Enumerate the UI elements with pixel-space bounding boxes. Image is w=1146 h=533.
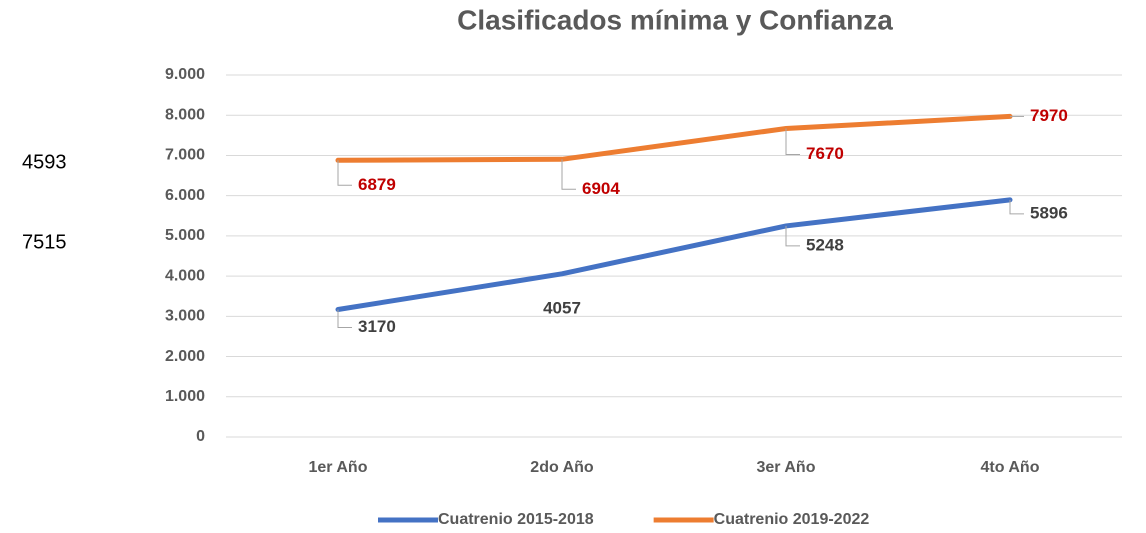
y-tick-label: 4.000 (165, 267, 205, 284)
data-label: 5896 (1030, 203, 1068, 222)
y-tick-label: 7.000 (165, 147, 205, 164)
x-tick-label: 2do Año (530, 459, 594, 476)
data-label: 3170 (358, 317, 396, 336)
data-label: 7970 (1030, 106, 1068, 125)
leader-line (337, 160, 352, 186)
x-tick-label: 3er Año (757, 459, 816, 476)
side-note: 4593 (22, 151, 67, 173)
line-series (335, 197, 1013, 312)
legend-label: Cuatrenio 2019-2022 (714, 511, 870, 528)
leader-line (561, 159, 576, 190)
leader-line (785, 225, 800, 247)
data-label: 7670 (806, 144, 844, 163)
legend-label: Cuatrenio 2015-2018 (438, 511, 594, 528)
data-label: 6904 (582, 179, 620, 198)
line-series (335, 113, 1013, 163)
chart-title: Clasificados mínima y Confianza (457, 4, 893, 35)
y-tick-label: 2.000 (165, 348, 205, 365)
y-tick-label: 3.000 (165, 308, 205, 325)
data-label: 4057 (543, 298, 581, 317)
y-tick-label: 8.000 (165, 106, 205, 123)
leader-line (1009, 199, 1024, 215)
y-tick-label: 5.000 (165, 227, 205, 244)
data-label: 5248 (806, 235, 844, 254)
y-tick-label: 6.000 (165, 187, 205, 204)
side-note: 7515 (22, 231, 67, 253)
x-tick-label: 4to Año (981, 459, 1040, 476)
leader-line (337, 309, 352, 328)
y-tick-label: 1.000 (165, 388, 205, 405)
y-tick-label: 0 (196, 428, 205, 445)
data-label: 6879 (358, 175, 396, 194)
y-tick-label: 9.000 (165, 66, 205, 83)
leader-line (785, 128, 800, 155)
x-tick-label: 1er Año (309, 459, 368, 476)
